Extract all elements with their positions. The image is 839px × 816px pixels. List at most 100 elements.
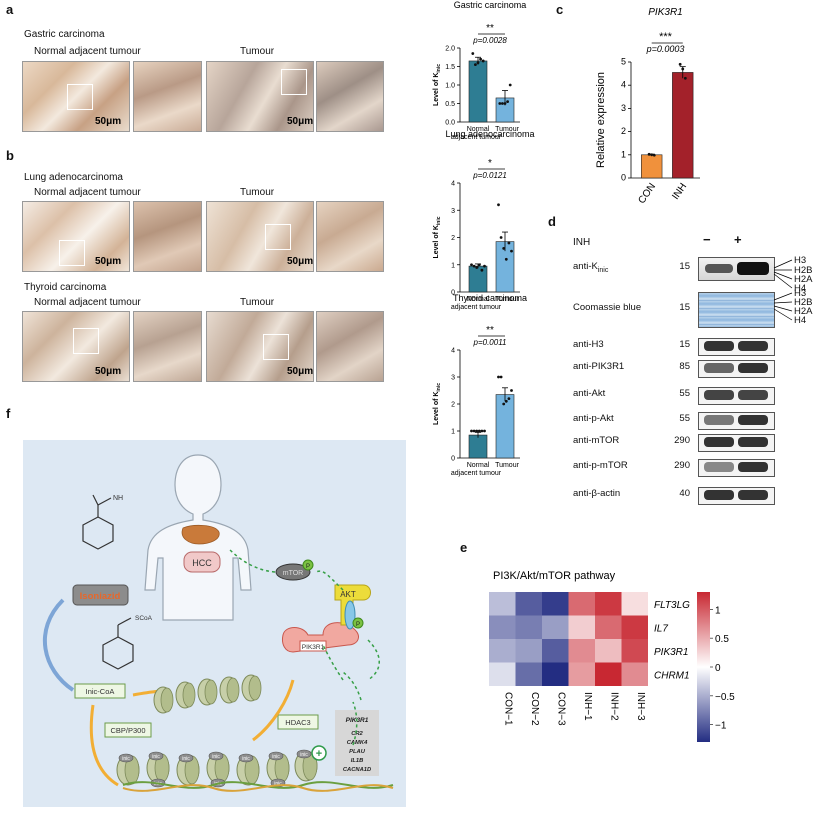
p-value-label: p=0.0028 (472, 36, 507, 45)
y-tick-label: 2 (621, 126, 626, 136)
heatmap-pi3k: PI3K/Akt/mTOR pathway FLT3LG IL7 PIK3R1 CHRM… (489, 570, 735, 742)
wb-band (737, 262, 769, 275)
heatmap-cell (515, 662, 542, 686)
gene-label: PLAU (349, 749, 366, 755)
akt-label: AKT (340, 590, 356, 599)
data-point (507, 241, 511, 245)
inic-coa-box (74, 683, 126, 699)
nucleosomes-upper (153, 674, 262, 714)
heatmap-cell (595, 639, 622, 663)
micrograph-gastric-tumour: 50μm (206, 61, 314, 132)
heatmap-col-label: CON−3 (555, 692, 566, 726)
thyroid-title: Thyroid carcinoma (24, 282, 107, 293)
data-point (683, 76, 687, 80)
heatmap-cell (515, 639, 542, 663)
data-point (506, 100, 509, 104)
heatmap-title: PI3K/Akt/mTOR pathway (493, 570, 616, 582)
y-axis-label: Relative expression (595, 72, 607, 168)
histone-label: H2B (794, 297, 813, 308)
wb-plus: + (734, 232, 742, 247)
arrow-isoniazid-to-inic-coa (43, 598, 75, 692)
wb-band (704, 390, 734, 400)
data-point (647, 152, 651, 156)
heatmap-cell (542, 662, 569, 686)
inic-mark (208, 751, 224, 761)
bar (672, 72, 694, 179)
data-point (479, 57, 482, 61)
wb-mw-label: 55 (679, 413, 690, 424)
data-point (504, 399, 508, 403)
data-point (650, 153, 654, 157)
phospho-p: P (356, 622, 360, 628)
heatmap-col-label: INH−3 (635, 692, 646, 721)
inic-mark (238, 753, 254, 763)
hdac3-label: HDAC3 (285, 718, 310, 727)
y-tick-label: 4 (451, 181, 455, 188)
wb-row-label: anti-H3 (573, 339, 604, 350)
heatmap-cell (595, 615, 622, 639)
lung-normal-label: Normal adjacent tumour (34, 187, 141, 198)
inic-coa-label: Inic-CoA (86, 687, 115, 696)
colorbar-tick: 0 (715, 663, 721, 674)
chart-title: Lung adenocarcinoma (445, 129, 534, 139)
x-tick-label: INH (670, 181, 689, 201)
x-tick-label: adjacent tumour (451, 134, 502, 141)
zoom-box (67, 84, 93, 110)
histone-label: H4 (794, 315, 807, 326)
zoom-box (265, 224, 291, 250)
x-tick-label: Normal (467, 296, 490, 303)
svg-text:P: P (306, 564, 310, 570)
nh2-label: NH (113, 495, 123, 502)
significance-label: ** (486, 325, 494, 336)
heatmap-row-label: FLT3LG (654, 600, 690, 611)
thyroid-normal-label: Normal adjacent tumour (34, 297, 141, 308)
significance-label: *** (659, 31, 673, 43)
mtor-protein (275, 563, 311, 581)
data-point (510, 389, 513, 392)
hcc-box (183, 551, 221, 573)
bar-chart-gastric: Gastric carcinoma ** p=0.0028 0.0 0.5 1.0 1.5 2… (433, 0, 526, 141)
y-tick-label: 1 (451, 262, 455, 269)
x-tick-label: Tumour (495, 462, 520, 469)
data-point (480, 268, 484, 272)
y-tick-label: 1.0 (445, 83, 455, 90)
lung-tumour-label: Tumour (240, 187, 275, 198)
panel-label-c: c (556, 2, 564, 17)
wb-row-label: anti-p-mTOR (573, 460, 628, 471)
wb-band (704, 341, 734, 351)
wb-band (704, 490, 734, 500)
pik3r1-label: PIK3R1 (302, 644, 325, 651)
isoniazid-label: Isoniazid (80, 591, 121, 602)
y-tick-label: 0.0 (445, 120, 455, 127)
bar (641, 154, 663, 179)
significance-label: * (488, 158, 492, 169)
phospho-akt-icon (352, 617, 364, 629)
data-point (678, 62, 682, 66)
data-point (470, 263, 473, 267)
bar (468, 434, 488, 459)
data-point (477, 263, 481, 267)
wb-band (704, 415, 734, 425)
data-point (472, 264, 476, 268)
wb-blot-strip (698, 387, 775, 405)
hcc-label: HCC (192, 558, 212, 568)
wb-mw-label: 40 (679, 488, 690, 499)
y-tick-label: 2 (451, 402, 455, 409)
heatmap-cell (489, 662, 516, 686)
data-point (475, 429, 479, 433)
inic-mark (268, 751, 284, 761)
chart-title: Gastric carcinoma (454, 0, 527, 10)
heatmap-cell (542, 615, 569, 639)
heatmap-cell (568, 592, 595, 616)
scale-label: 50μm (95, 256, 122, 267)
inic-mark (148, 751, 164, 761)
heatmap-cell (489, 639, 516, 663)
micrograph-thyroid-tumour: 50μm (206, 311, 314, 382)
liver-icon (181, 524, 220, 545)
arrow-acylation (89, 704, 119, 787)
y-tick-label: 1.5 (445, 64, 455, 71)
micrograph-gastric-normal: 50μm (22, 61, 130, 132)
colorbar-tick: 0.5 (715, 634, 729, 645)
